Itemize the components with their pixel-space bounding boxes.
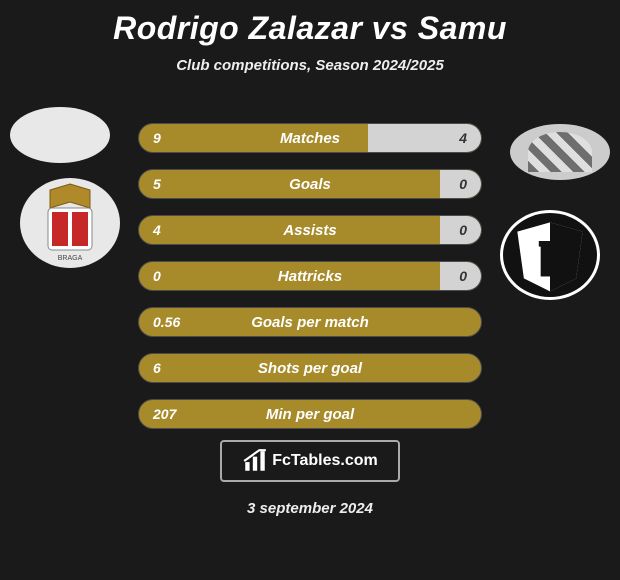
bar-row: 9Matches4: [138, 123, 482, 153]
logo-text: FcTables.com: [272, 452, 378, 470]
player-left-avatar: [10, 107, 110, 163]
bar-value-left: 9: [153, 124, 161, 152]
page-subtitle: Club competitions, Season 2024/2025: [0, 57, 620, 74]
svg-text:BRAGA: BRAGA: [58, 255, 83, 262]
bar-value-left: 0.56: [153, 308, 180, 336]
bar-right-fill: [440, 170, 481, 198]
bar-right-fill: [440, 262, 481, 290]
player-right-avatar: [510, 124, 610, 180]
bar-row: 5Goals0: [138, 169, 482, 199]
bar-row: 0.56Goals per match: [138, 307, 482, 337]
bar-value-left: 6: [153, 354, 161, 382]
page-title: Rodrigo Zalazar vs Samu: [0, 0, 620, 47]
braga-crest-icon: BRAGA: [20, 178, 120, 268]
bar-right-fill: [368, 124, 481, 152]
fctables-logo: FcTables.com: [220, 440, 400, 482]
bar-label: Min per goal: [139, 400, 481, 428]
bar-row: 6Shots per goal: [138, 353, 482, 383]
bar-label: Goals: [139, 170, 481, 198]
club-right-crest: [500, 210, 600, 300]
bar-row: 207Min per goal: [138, 399, 482, 429]
bar-value-left: 4: [153, 216, 161, 244]
chart-icon: [242, 448, 268, 474]
vitoria-crest-icon: [503, 213, 597, 297]
bar-label: Assists: [139, 216, 481, 244]
bar-label: Hattricks: [139, 262, 481, 290]
bar-value-left: 0: [153, 262, 161, 290]
bar-label: Goals per match: [139, 308, 481, 336]
club-left-crest: BRAGA: [20, 178, 120, 268]
generated-date: 3 september 2024: [0, 500, 620, 517]
bar-value-left: 207: [153, 400, 176, 428]
bar-label: Shots per goal: [139, 354, 481, 382]
bar-row: 4Assists0: [138, 215, 482, 245]
bar-right-fill: [440, 216, 481, 244]
bar-row: 0Hattricks0: [138, 261, 482, 291]
bar-value-left: 5: [153, 170, 161, 198]
comparison-bars: 9Matches45Goals04Assists00Hattricks00.56…: [138, 123, 482, 445]
